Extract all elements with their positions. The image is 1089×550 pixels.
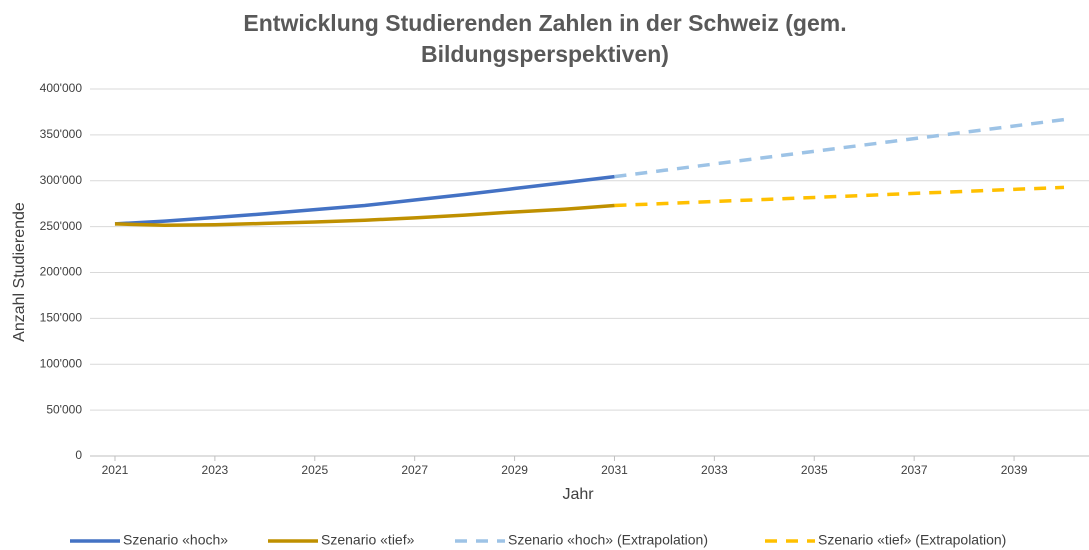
y-axis-title: Anzahl Studierende <box>11 202 28 342</box>
y-tick-label: 200'000 <box>40 265 83 279</box>
x-tick-label: 2023 <box>202 463 229 477</box>
series-line <box>614 185 1065 208</box>
y-tick-label: 150'000 <box>40 311 83 325</box>
y-tick-label: 250'000 <box>40 219 83 233</box>
x-tick-label: 2037 <box>901 463 928 477</box>
chart-title: Bildungsperspektiven) <box>421 41 669 67</box>
legend-label: Szenario «hoch» <box>123 532 228 548</box>
series-line <box>614 117 1065 179</box>
x-axis-title: Jahr <box>562 486 594 503</box>
x-tick-label: 2021 <box>102 463 129 477</box>
y-tick-label: 100'000 <box>40 356 83 370</box>
legend-label: Szenario «tief» <box>321 532 415 548</box>
y-tick-label: 300'000 <box>40 173 83 187</box>
x-tick-label: 2033 <box>701 463 728 477</box>
x-tick-label: 2029 <box>501 463 528 477</box>
x-tick-label: 2031 <box>601 463 628 477</box>
x-tick-label: 2025 <box>301 463 328 477</box>
y-tick-label: 350'000 <box>40 127 83 141</box>
x-tick-label: 2027 <box>401 463 428 477</box>
chart-title: Entwicklung Studierenden Zahlen in der S… <box>243 10 846 36</box>
y-tick-label: 50'000 <box>46 402 82 416</box>
x-tick-label: 2035 <box>801 463 828 477</box>
x-tick-label: 2039 <box>1001 463 1028 477</box>
legend-label: Szenario «hoch» (Extrapolation) <box>508 532 708 548</box>
y-tick-label: 400'000 <box>40 81 83 95</box>
series-line <box>114 203 615 227</box>
y-tick-label: 0 <box>75 448 82 462</box>
legend-label: Szenario «tief» (Extrapolation) <box>818 532 1006 548</box>
series-line <box>114 174 615 226</box>
